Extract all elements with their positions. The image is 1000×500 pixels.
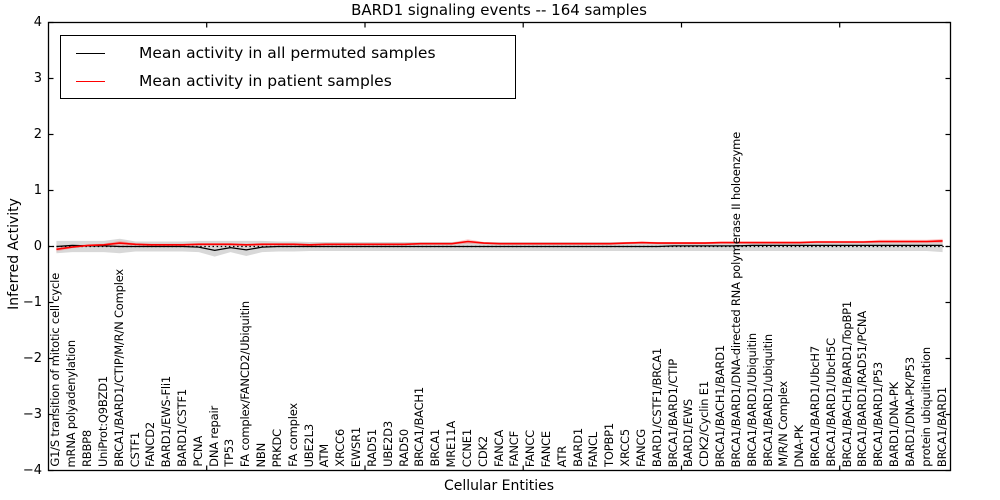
- x-tick-label: DNA-PK: [792, 424, 807, 468]
- x-tick-label: BARD1/EWS-Fli1: [159, 375, 174, 467]
- y-tick-label: −2: [22, 351, 42, 366]
- mean-permuted-line: [56, 244, 943, 252]
- legend-item-permuted: Mean activity in all permuted samples: [61, 39, 436, 67]
- x-tick-label: CDK2: [475, 436, 490, 467]
- y-tick-label: 3: [33, 71, 42, 86]
- x-tick-label: DNA repair: [206, 406, 221, 467]
- x-tick-label: BRCA1/BARD1/DNA-directed RNA polymerase …: [728, 131, 743, 467]
- x-tick-label: BRCA1/BACH1/BARD1/TopBP1: [839, 300, 854, 467]
- x-tick-label: BARD1: [570, 428, 585, 467]
- x-tick-label: BRCA1/BARD1/CTIP: [665, 358, 680, 467]
- x-tick-label: UBE2D3: [380, 421, 395, 467]
- x-tick-label: UniProt:Q9BZD1: [95, 375, 110, 467]
- y-tick-label: 4: [33, 15, 42, 30]
- x-tick-label: BRCA1/BARD1/RAD51/PCNA: [855, 311, 870, 467]
- x-tick-label: FANCF: [507, 431, 522, 467]
- x-tick-label: mRNA polyadenylation: [64, 339, 79, 467]
- x-tick-label: BARD1/CSTF1: [175, 389, 189, 467]
- x-tick-label: PRKDC: [269, 428, 284, 467]
- y-tick-label: 2: [33, 127, 42, 142]
- x-tick-label: TP53: [222, 439, 237, 467]
- x-tick-label: FANCL: [586, 431, 601, 467]
- y-tick-label: −1: [22, 295, 42, 310]
- x-tick-label: BARD1/DNA-PK: [887, 381, 902, 467]
- legend-label: Mean activity in patient samples: [139, 72, 392, 90]
- x-tick-label: ATR: [554, 445, 569, 467]
- x-tick-label: EWSR1: [349, 426, 364, 467]
- x-tick-label: CSTF1: [127, 431, 142, 467]
- x-tick-label: CCNE1: [459, 428, 474, 467]
- x-tick-label: UBE2L3: [301, 423, 316, 467]
- x-tick-label: FANCA: [491, 430, 506, 467]
- x-tick-label: FA complex/FANCD2/Ubiquitin: [238, 300, 253, 467]
- x-tick-label: FA complex: [285, 403, 300, 467]
- x-tick-label: BARD1/EWS: [681, 399, 696, 467]
- legend-line-red: [76, 80, 105, 82]
- x-tick-label: NBN: [254, 442, 269, 468]
- x-tick-label: FANCC: [523, 429, 538, 467]
- x-tick-label: BRCA1/BARD1/Ubiquitin: [744, 333, 759, 467]
- x-tick-label: FANCD2: [143, 421, 158, 467]
- x-axis-label: Cellular Entities: [443, 478, 555, 494]
- x-tick-label: PCNA: [190, 436, 205, 467]
- x-tick-label: TOPBP1: [602, 423, 617, 467]
- x-tick-label: FANCG: [633, 429, 648, 467]
- x-tick-label: RBBP8: [80, 429, 95, 467]
- legend-line-black: [76, 52, 105, 54]
- x-tick-label: BRCA1/BARD1/UbcH5C: [823, 338, 838, 467]
- x-tick-label: BRCA1/BARD1/CTIP/M/R/N Complex: [111, 269, 126, 467]
- x-tick-label: protein ubiquitination: [918, 347, 933, 467]
- x-tick-label: BRCA1/BACH1/BARD1: [713, 344, 728, 467]
- x-tick-label: MRE11A: [444, 420, 459, 467]
- x-tick-label: RAD50: [396, 429, 411, 467]
- y-tick-label: −4: [22, 463, 42, 478]
- x-tick-label: ATM: [317, 443, 332, 467]
- y-tick-label: −3: [22, 407, 42, 422]
- legend: Mean activity in all permuted samples Me…: [60, 35, 516, 99]
- x-tick-label: BARD1/DNA-PK/P53: [902, 357, 917, 467]
- x-tick-label: BRCA1/BARD1/ubiquitin: [760, 334, 775, 467]
- x-tick-label: BRCA1/BACH1: [412, 387, 427, 467]
- legend-label: Mean activity in all permuted samples: [139, 44, 436, 62]
- x-tick-label: BRCA1/BARD1/P53: [871, 362, 886, 467]
- x-tick-label: XRCC5: [618, 429, 633, 467]
- x-tick-label: BRCA1/BARD1/UbcH7: [807, 346, 822, 467]
- y-tick-label: 0: [33, 239, 42, 254]
- x-tick-label: XRCC6: [333, 429, 348, 467]
- x-tick-label: CDK2/Cyclin E1: [697, 381, 712, 467]
- x-tick-label: BRCA1: [428, 429, 443, 467]
- mean-patient-line: [56, 240, 943, 251]
- y-tick-label: 1: [33, 183, 42, 198]
- x-tick-label: G1/S transition of mitotic cell cycle: [48, 273, 63, 467]
- x-tick-label: M/R/N Complex: [776, 381, 791, 467]
- chart-title: BARD1 signaling events -- 164 samples: [351, 1, 647, 19]
- legend-item-patient: Mean activity in patient samples: [61, 67, 392, 95]
- x-tick-label: BARD1/CSTF1/BRCA1: [649, 347, 664, 467]
- x-tick-label: RAD51: [364, 429, 379, 467]
- x-tick-label: FANCE: [538, 430, 553, 467]
- x-tick-label: BRCA1/BARD1: [934, 386, 949, 467]
